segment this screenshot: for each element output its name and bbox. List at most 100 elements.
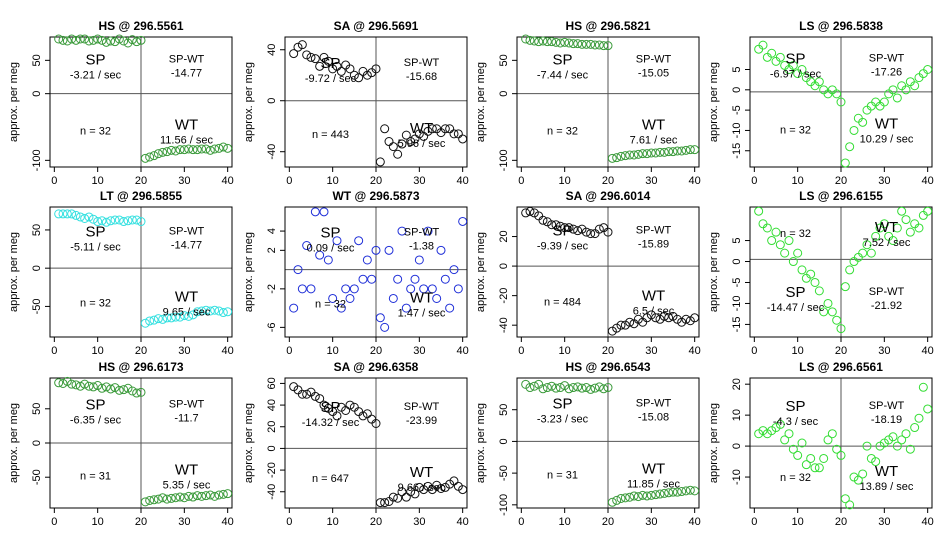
spwt-label: SP-WT (169, 226, 205, 238)
spwt-value: -15.89 (638, 239, 669, 251)
spwt-value: -1.38 (409, 240, 434, 252)
sp-point (573, 39, 583, 49)
sp-point (599, 41, 609, 51)
panel-title: HS @ 296.6543 (565, 360, 650, 374)
wt-point (910, 81, 920, 91)
sp-label: SP (85, 224, 105, 241)
wt-label: WT (642, 116, 665, 133)
wt-point (888, 85, 898, 95)
y-tick-label: 10 (731, 409, 743, 421)
wt-point (214, 306, 224, 316)
wt-point (629, 319, 639, 329)
x-tick-label: 10 (92, 516, 104, 528)
y-tick-label: -5 (731, 105, 743, 115)
y-tick-label: -40 (498, 317, 510, 333)
wt-point (677, 146, 687, 156)
sp-point (345, 64, 355, 74)
wt-point (188, 145, 198, 155)
sp-label: SP (320, 55, 340, 72)
x-tick-label: 40 (457, 516, 469, 528)
sp-point (784, 236, 794, 246)
wt-point (432, 293, 442, 303)
wt-rate: 6.5 / sec (633, 306, 675, 318)
panel-11: HS @ 296.6543 approx. per meg 0 10 20 30 40 50 0… (475, 360, 701, 528)
sp-point (762, 223, 772, 233)
sp-point (354, 407, 364, 417)
sp-point (836, 324, 846, 334)
x-tick-label: 0 (751, 345, 757, 357)
sp-point (788, 444, 798, 454)
sp-point (594, 40, 604, 50)
n-label: n = 32 (547, 125, 578, 137)
wt-point (145, 316, 155, 326)
wt-point (642, 491, 652, 501)
wt-point (901, 215, 911, 225)
panel-title: WT @ 296.5873 (332, 189, 419, 203)
wt-point (638, 149, 648, 159)
y-axis-label: approx. per meg (243, 232, 255, 312)
sp-point (577, 383, 587, 393)
wt-rate: 5.35 / sec (163, 480, 211, 492)
sp-point (328, 293, 338, 303)
sp-point (58, 209, 68, 219)
x-tick-label: 30 (178, 345, 190, 357)
wt-point (625, 317, 635, 327)
y-tick-label: 0 (731, 258, 743, 264)
wt-point (145, 495, 155, 505)
wt-label: WT (175, 462, 198, 479)
sp-rate: -7.44 / sec (537, 69, 589, 81)
wt-label: WT (875, 115, 898, 132)
wt-point (892, 223, 902, 233)
y-axis-label: approx. per meg (243, 403, 255, 483)
spwt-label: SP-WT (869, 52, 905, 64)
y-tick-label: -100 (498, 494, 510, 516)
y-tick-label: -20 (266, 462, 278, 478)
wt-point (210, 305, 220, 315)
sp-point (371, 419, 381, 428)
sp-label: SP (552, 51, 572, 68)
wt-point (205, 145, 215, 155)
x-tick-label: 10 (92, 345, 104, 357)
wt-point (427, 284, 437, 294)
sp-point (534, 37, 544, 47)
sp-rate: 0.09 / sec (307, 242, 355, 254)
sp-point (341, 406, 351, 415)
wt-point (629, 150, 639, 160)
wt-point (866, 248, 876, 258)
wt-point (616, 151, 626, 161)
wt-point (218, 308, 228, 318)
wt-point (612, 153, 622, 163)
sp-point (775, 52, 785, 62)
spwt-value: -14.77 (171, 240, 202, 252)
sp-point (793, 248, 803, 258)
wt-label: WT (875, 219, 898, 236)
wt-point (393, 149, 403, 159)
wt-point (862, 441, 872, 451)
wt-point (205, 490, 215, 500)
sp-point (80, 34, 90, 44)
y-tick-label: 0 (31, 265, 43, 271)
sp-point (754, 206, 764, 216)
x-tick-label: 20 (135, 175, 147, 187)
sp-point (590, 40, 600, 50)
sp-point (71, 380, 81, 390)
sp-point (832, 89, 842, 99)
n-label: n = 32 (315, 298, 346, 310)
sp-point (110, 383, 120, 393)
wt-point (690, 486, 700, 496)
wt-point (436, 245, 446, 255)
sp-point (101, 217, 111, 227)
x-tick-label: 10 (559, 175, 571, 187)
sp-point (84, 36, 94, 46)
y-tick-label: 50 (31, 224, 43, 236)
x-tick-label: 0 (518, 516, 524, 528)
wt-point (897, 206, 907, 216)
x-tick-label: 0 (518, 175, 524, 187)
wt-point (672, 146, 682, 156)
panel-title: SA @ 296.6358 (334, 360, 419, 374)
sp-point (315, 61, 325, 71)
panel-2: SA @ 296.5691 approx. per meg 0 10 20 30 40 40 0… (243, 19, 469, 187)
wt-point (201, 144, 211, 154)
wt-point (423, 226, 433, 236)
x-tick-label: 10 (327, 175, 339, 187)
